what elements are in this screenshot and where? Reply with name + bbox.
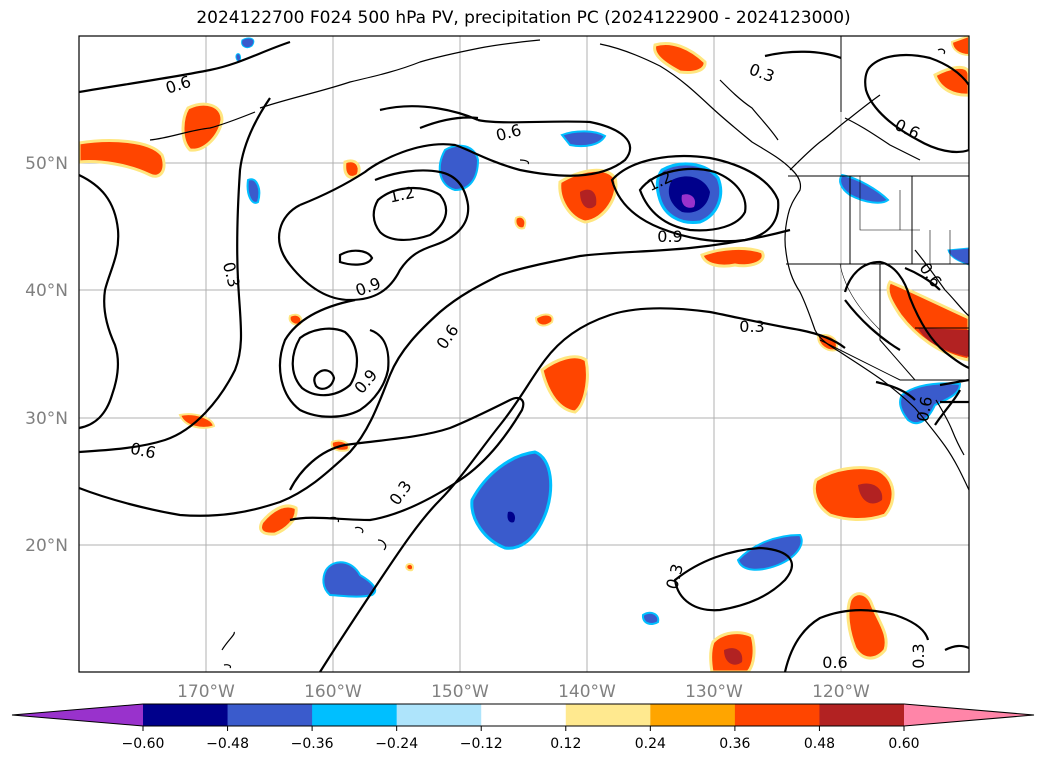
precip-blob (540, 355, 589, 414)
contour-label: 0.3 (739, 317, 764, 336)
lat-label: 50°N (25, 154, 68, 174)
precip-blob (950, 36, 969, 57)
lat-label: 30°N (25, 409, 68, 429)
colorbar-tick-label: −0.36 (291, 736, 334, 752)
precip-blob (241, 37, 255, 49)
contour-label: 1.2 (387, 183, 416, 207)
precip-blob (470, 450, 553, 550)
precip-blob (947, 247, 969, 266)
lat-label: 20°N (25, 536, 68, 556)
precip-blob (246, 178, 261, 204)
longitude-labels: 170°W 160°W 150°W 140°W 130°W 120°W (177, 682, 870, 702)
precip-blob (899, 382, 962, 425)
colorbar-tick-label: −0.12 (460, 736, 503, 752)
colorbar-tick-label: 0.12 (550, 736, 581, 752)
colorbar-tick-label: −0.24 (375, 736, 418, 752)
precip-blob (514, 215, 527, 230)
precip-blob (534, 313, 554, 327)
map-panel: 0.6 0.6 1.2 0.3 0.9 0.6 0.9 0.6 0.3 0.3 … (79, 36, 969, 672)
colorbar-extend-high (904, 704, 1034, 726)
political-boundaries (786, 36, 969, 381)
precip-blob (438, 144, 480, 192)
colorbar-segment (227, 704, 313, 726)
graticule (79, 36, 969, 672)
colorbar: −0.60 −0.48 −0.36 −0.24 −0.12 0.12 0.24 0.36 0.4… (11, 703, 1035, 752)
colorbar-segment (312, 704, 398, 726)
contour-label: 0.3 (909, 643, 928, 668)
precip-blob (580, 189, 597, 209)
precip-blob (343, 159, 361, 179)
precip-blob (812, 466, 895, 521)
colorbar-segment (396, 704, 482, 726)
colorbar-segment (143, 704, 229, 726)
colorbar-segment (650, 704, 736, 726)
political-boundaries-thin (839, 176, 951, 331)
colorbar-tick-label: −0.60 (122, 736, 165, 752)
precip-blob (736, 533, 803, 571)
colorbar-segment (819, 704, 905, 726)
lon-label: 120°W (812, 682, 870, 702)
colorbar-segment (481, 704, 567, 726)
colorbar-tick-label: 0.36 (719, 736, 750, 752)
precip-positive-areas (79, 36, 969, 672)
precip-blob (858, 483, 883, 504)
map-frame (78, 35, 970, 673)
map-title: 2024122700 F024 500 hPa PV, precipitatio… (196, 8, 851, 28)
precip-blob (700, 246, 765, 268)
contour-label: 0.6 (129, 439, 158, 463)
precip-blob (259, 504, 298, 536)
precip-blob (322, 561, 377, 598)
colorbar-tick-label: 0.24 (635, 736, 666, 752)
precip-blob (653, 42, 707, 74)
lon-label: 150°W (431, 682, 489, 702)
contour-label: 0.9 (657, 227, 682, 246)
colorbar-tick-label: 0.48 (804, 736, 835, 752)
precip-blob (79, 139, 166, 178)
precip-negative-areas (235, 37, 969, 625)
lat-label: 40°N (25, 281, 68, 301)
pv-contours (79, 40, 969, 672)
precip-blob (668, 176, 710, 213)
lon-label: 160°W (304, 682, 362, 702)
colorbar-extend-low (12, 704, 143, 726)
colorbar-segment (565, 704, 651, 726)
precip-blob (839, 173, 890, 204)
contour-label: 0.6 (822, 653, 847, 672)
colorbar-segment (734, 704, 820, 726)
precip-blob (681, 194, 696, 208)
colorbar-tick-label: −0.48 (206, 736, 249, 752)
lon-label: 170°W (177, 682, 235, 702)
lon-label: 130°W (685, 682, 743, 702)
precip-blob (405, 562, 415, 572)
latitude-labels: 50°N 40°N 30°N 20°N (25, 154, 68, 556)
colorbar-tick-label: 0.60 (888, 736, 919, 752)
contour-label: 0.6 (913, 395, 936, 423)
precip-blob (181, 102, 224, 152)
precip-blob (641, 611, 660, 625)
lon-label: 140°W (558, 682, 616, 702)
precip-blob (724, 648, 743, 665)
precip-blob (560, 130, 607, 148)
precip-blob (507, 511, 516, 523)
